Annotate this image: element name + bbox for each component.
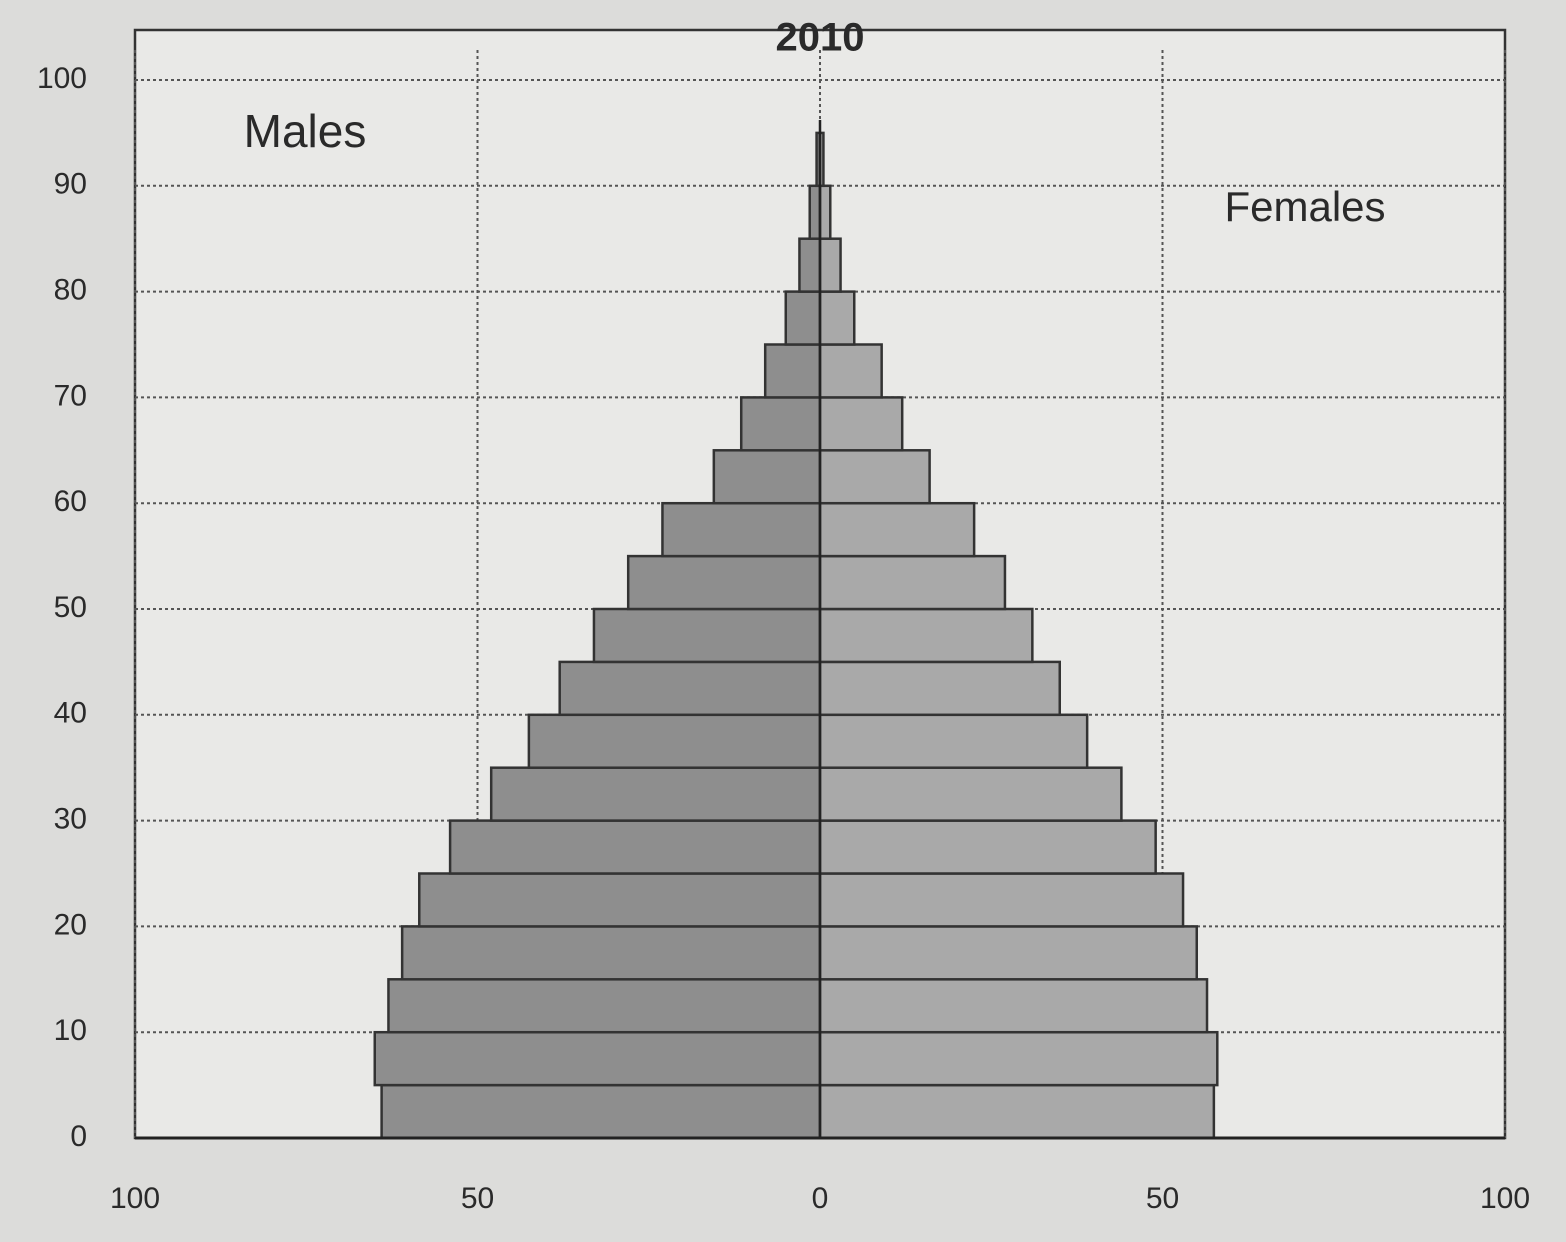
bar	[387, 978, 822, 1034]
bar	[712, 449, 822, 505]
bar	[818, 766, 1123, 822]
bar	[818, 660, 1061, 717]
bar	[400, 925, 822, 981]
bar	[527, 713, 822, 769]
y-tick-label: 60	[54, 485, 87, 518]
y-tick-label: 70	[54, 379, 87, 412]
bar	[784, 290, 822, 346]
bar	[818, 872, 1185, 928]
bar	[418, 872, 822, 928]
males-label: Males	[244, 105, 367, 157]
y-tick-label: 10	[54, 1014, 87, 1047]
bar	[661, 501, 822, 558]
y-tick-label: 100	[37, 62, 87, 95]
y-tick-label: 20	[54, 908, 87, 941]
bar	[818, 819, 1157, 875]
y-tick-label: 50	[54, 591, 87, 624]
bar	[763, 343, 822, 399]
bar	[818, 237, 842, 293]
bar	[739, 396, 822, 452]
bar	[373, 1030, 822, 1087]
bar	[818, 184, 832, 240]
bar	[818, 607, 1034, 664]
y-tick-label: 30	[54, 803, 87, 836]
bar	[489, 766, 822, 822]
x-tick-label: 0	[812, 1182, 829, 1215]
bar	[818, 343, 883, 399]
bar	[808, 184, 822, 240]
y-tick-label: 0	[70, 1120, 87, 1153]
bar	[626, 554, 822, 611]
bar	[818, 554, 1007, 611]
bar	[818, 978, 1209, 1034]
y-tick-label: 80	[54, 274, 87, 307]
bar	[818, 290, 856, 346]
bar	[818, 449, 931, 505]
bar	[818, 1083, 1216, 1140]
females-label: Females	[1224, 183, 1385, 230]
bar	[818, 713, 1089, 769]
y-tick-label: 40	[54, 697, 87, 730]
x-tick-label: 50	[461, 1182, 494, 1215]
bar	[448, 819, 822, 875]
bar	[818, 396, 904, 452]
bar	[592, 607, 822, 664]
bar	[798, 237, 822, 293]
x-tick-label: 100	[110, 1182, 160, 1215]
x-tick-label: 100	[1480, 1182, 1530, 1215]
y-tick-label: 90	[54, 168, 87, 201]
bar	[818, 1030, 1219, 1087]
x-tick-label: 50	[1146, 1182, 1179, 1215]
bar	[558, 660, 822, 717]
bar	[818, 501, 976, 558]
bar	[380, 1083, 822, 1140]
bar	[818, 925, 1198, 981]
